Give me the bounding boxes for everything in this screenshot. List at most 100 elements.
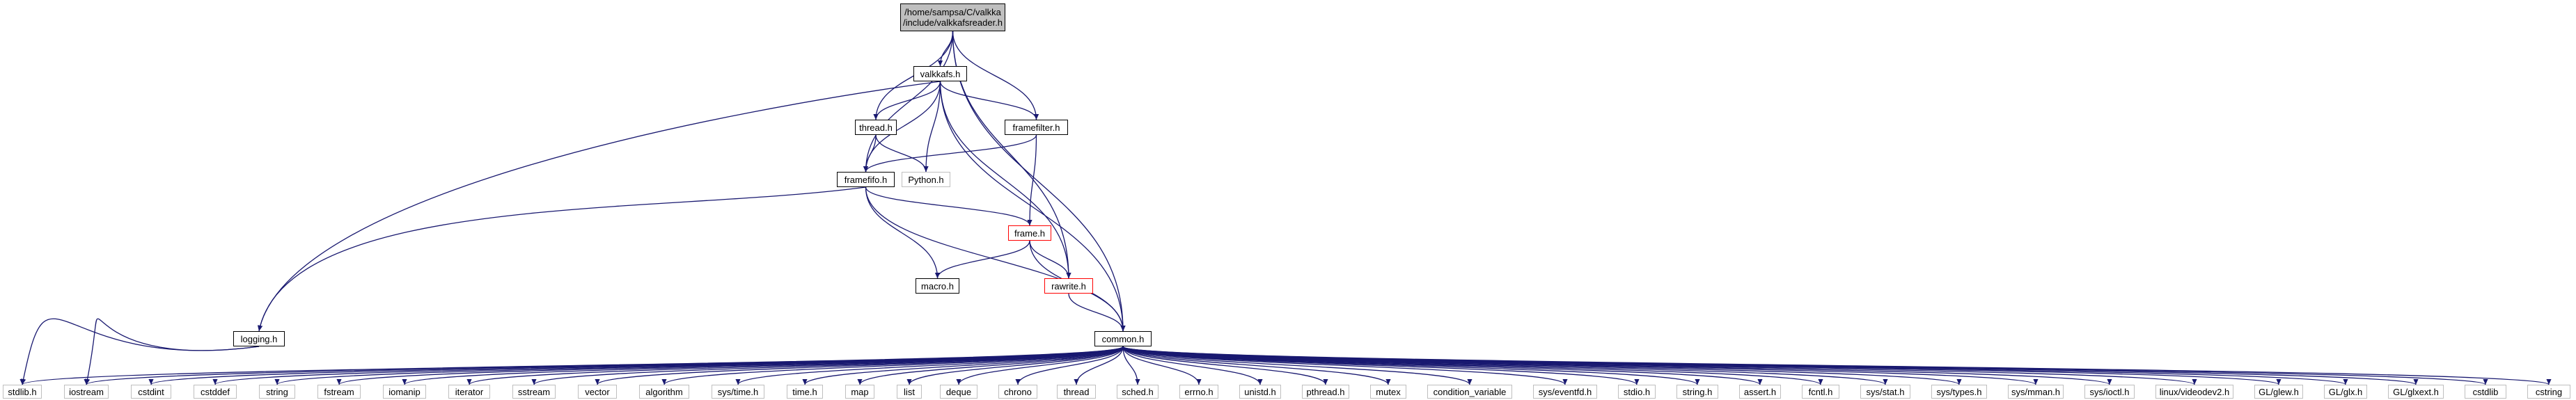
cstring-node[interactable]: cstring [2527,385,2570,399]
cstdlib-label: cstdlib [2472,386,2499,397]
iostream-label: iostream [69,386,104,397]
edge-framefifo-to-logging [258,186,866,332]
sched-h-node[interactable]: sched.h [1117,385,1159,399]
framefilter-node[interactable]: framefilter.h [1005,120,1068,135]
condition-variable-node[interactable]: condition_variable [1427,385,1512,399]
sys-stat-h-label: sys/stat.h [1866,386,1905,397]
edge-common-to-map [857,346,1124,385]
vector-label: vector [585,386,610,397]
cstdint-node[interactable]: cstdint [131,385,171,399]
edge-root-to-framefifo [863,31,954,173]
sys-mman-h-node[interactable]: sys/mman.h [2008,385,2064,399]
edge-valkkafs-to-rawrite [939,81,1071,279]
valkkafs-node[interactable]: valkkafs.h [913,66,967,81]
logging-h-node[interactable]: logging.h [233,331,285,346]
python-h-node[interactable]: Python.h [902,172,950,187]
assert-h-node[interactable]: assert.h [1739,385,1781,399]
sys-types-h-label: sys/types.h [1936,386,1982,397]
common-h-node[interactable]: common.h [1094,331,1152,346]
iomanip-label: iomanip [388,386,421,397]
fstream-node[interactable]: fstream [317,385,361,399]
thread-h-label: thread.h [859,122,893,133]
cstdint-label: cstdint [138,386,164,397]
edge-common-to-errno [1122,346,1202,385]
iterator-node[interactable]: iterator [448,385,490,399]
sys-ioctl-h-node[interactable]: sys/ioctl.h [2084,385,2135,399]
string-label: string [266,386,288,397]
edge-common-to-list [906,346,1124,385]
python-h-label: Python.h [908,174,944,185]
sstream-node[interactable]: sstream [512,385,556,399]
time-h-node[interactable]: time.h [787,385,823,399]
edge-common-to-condvar [1122,346,1472,385]
edge-root-to-common [952,31,1126,332]
list-label: list [904,386,915,397]
gl-glxext-h-label: GL/glxext.h [2393,386,2439,397]
deque-node[interactable]: deque [940,385,977,399]
string-h-node[interactable]: string.h [1676,385,1718,399]
mutex-node[interactable]: mutex [1370,385,1406,399]
gl-glx-h-node[interactable]: GL/glx.h [2324,385,2367,399]
gl-glxext-h-node[interactable]: GL/glxext.h [2388,385,2444,399]
unistd-h-node[interactable]: unistd.h [1239,385,1281,399]
deque-label: deque [945,386,972,397]
sys-mman-h-label: sys/mman.h [2011,386,2061,397]
root-file-node[interactable]: /home/sampsa/C/valkka /include/valkkafsr… [900,3,1005,31]
thread-h-node[interactable]: thread.h [855,120,897,135]
stdio-h-node[interactable]: stdio.h [1618,385,1656,399]
sys-ioctl-h-label: sys/ioctl.h [2089,386,2130,397]
unistd-h-label: unistd.h [1244,386,1276,397]
list-node[interactable]: list [897,385,922,399]
gl-glew-h-node[interactable]: GL/glew.h [2254,385,2303,399]
thread-std-label: thread [1063,386,1090,397]
edge-framefifo-to-frame [865,186,1032,226]
iomanip-node[interactable]: iomanip [383,385,426,399]
edge-common-to-pthread [1122,346,1328,385]
framefilter-label: framefilter.h [1012,122,1060,133]
macro-h-node[interactable]: macro.h [916,278,959,294]
fcntl-h-node[interactable]: fcntl.h [1802,385,1839,399]
valkkafs-label: valkkafs.h [920,68,961,79]
edge-framefilter-to-framefifo [863,134,1037,173]
vector-node[interactable]: vector [578,385,617,399]
string-node[interactable]: string [259,385,295,399]
thread-std-node[interactable]: thread [1057,385,1096,399]
pthread-h-label: pthread.h [1306,386,1345,397]
cstdlib-node[interactable]: cstdlib [2465,385,2506,399]
sys-time-h-node[interactable]: sys/time.h [712,385,764,399]
linux-videodev2-h-node[interactable]: linux/videodev2.h [2155,385,2233,399]
map-node[interactable]: map [845,385,874,399]
algorithm-label: algorithm [645,386,683,397]
cstddef-label: cstddef [201,386,230,397]
time-h-label: time.h [792,386,817,397]
rawrite-h-label: rawrite.h [1051,280,1086,291]
edge-framefilter-to-frame [1027,134,1037,226]
edge-common-to-eventfd [1122,346,1568,385]
sched-h-label: sched.h [1122,386,1154,397]
logging-h-label: logging.h [240,333,278,344]
pthread-h-node[interactable]: pthread.h [1302,385,1349,399]
framefifo-node[interactable]: framefifo.h [837,172,895,187]
sys-eventfd-h-node[interactable]: sys/eventfd.h [1533,385,1597,399]
edge-common-to-mutex [1122,346,1391,385]
errno-h-label: errno.h [1184,386,1214,397]
rawrite-h-node[interactable]: rawrite.h [1044,278,1093,294]
edge-thread-to-python [875,134,929,173]
gl-glew-h-label: GL/glew.h [2259,386,2299,397]
algorithm-node[interactable]: algorithm [639,385,689,399]
iostream-node[interactable]: iostream [64,385,109,399]
stdlib-h-node[interactable]: stdlib.h [3,385,42,399]
sys-types-h-node[interactable]: sys/types.h [1931,385,1987,399]
edge-valkkafs-to-common [939,81,1126,332]
cstddef-node[interactable]: cstddef [194,385,237,399]
chrono-node[interactable]: chrono [998,385,1037,399]
errno-h-node[interactable]: errno.h [1179,385,1218,399]
frame-h-node[interactable]: frame.h [1008,225,1051,241]
root-file-path-line2: /include/valkkafsreader.h [902,17,1003,28]
edge-valkkafs-to-thread [873,81,941,120]
fcntl-h-label: fcntl.h [1808,386,1833,397]
edge-common-to-vector [595,346,1124,385]
edge-common-to-unistd [1122,346,1263,385]
frame-h-label: frame.h [1014,227,1046,239]
sys-stat-h-node[interactable]: sys/stat.h [1860,385,1910,399]
